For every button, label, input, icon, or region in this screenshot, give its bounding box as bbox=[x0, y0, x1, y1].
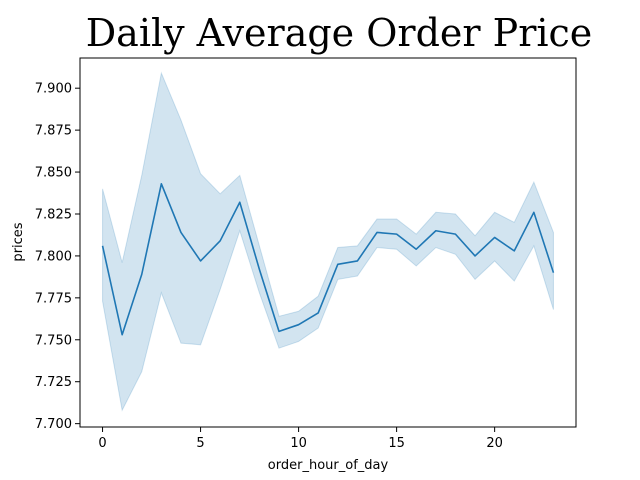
data-point bbox=[376, 231, 378, 233]
y-axis-ticks: 7.700 7.725 7.750 7.775 7.800 7.825 7.850 7.875… bbox=[35, 82, 80, 432]
y-tick-label: 7.725 bbox=[35, 375, 72, 390]
y-tick-label: 7.850 bbox=[35, 166, 72, 181]
x-tick-label: 5 bbox=[196, 436, 204, 451]
series-line bbox=[101, 183, 555, 336]
data-point bbox=[317, 312, 319, 314]
y-tick-label: 7.700 bbox=[35, 417, 72, 432]
data-point bbox=[415, 248, 417, 250]
data-point bbox=[278, 330, 280, 332]
data-point bbox=[435, 230, 437, 232]
data-point bbox=[102, 245, 104, 247]
chart-title: Daily Average Order Price bbox=[86, 11, 593, 55]
data-point bbox=[552, 272, 554, 274]
confidence-band bbox=[102, 71, 554, 412]
data-point bbox=[533, 211, 535, 213]
data-point bbox=[494, 236, 496, 238]
y-axis-label: prices bbox=[11, 222, 26, 261]
data-point bbox=[454, 233, 456, 235]
y-tick-label: 7.800 bbox=[35, 249, 72, 264]
confidence-band-layer bbox=[102, 71, 554, 412]
data-point bbox=[337, 263, 339, 265]
y-tick-label: 7.825 bbox=[35, 207, 72, 222]
data-point bbox=[356, 260, 358, 262]
series-line-layer bbox=[101, 183, 555, 336]
y-tick-label: 7.875 bbox=[35, 124, 72, 139]
x-tick-label: 20 bbox=[486, 436, 503, 451]
data-point bbox=[141, 273, 143, 275]
data-point bbox=[200, 260, 202, 262]
x-tick-label: 15 bbox=[388, 436, 405, 451]
y-tick-label: 7.900 bbox=[35, 82, 72, 97]
data-point bbox=[121, 334, 123, 336]
data-point bbox=[396, 233, 398, 235]
x-axis-ticks: 0 5 10 15 20 bbox=[98, 427, 503, 451]
x-tick-label: 10 bbox=[290, 436, 307, 451]
data-point bbox=[219, 240, 221, 242]
data-point bbox=[239, 201, 241, 203]
y-tick-label: 7.750 bbox=[35, 333, 72, 348]
x-axis-label: order_hour_of_day bbox=[268, 458, 389, 473]
data-point bbox=[298, 324, 300, 326]
data-point bbox=[180, 231, 182, 233]
plot-frame bbox=[79, 57, 577, 428]
data-point bbox=[160, 183, 162, 185]
y-tick-label: 7.775 bbox=[35, 291, 72, 306]
data-point bbox=[513, 250, 515, 252]
data-point bbox=[474, 255, 476, 257]
x-tick-label: 0 bbox=[98, 436, 106, 451]
data-point bbox=[258, 268, 260, 270]
